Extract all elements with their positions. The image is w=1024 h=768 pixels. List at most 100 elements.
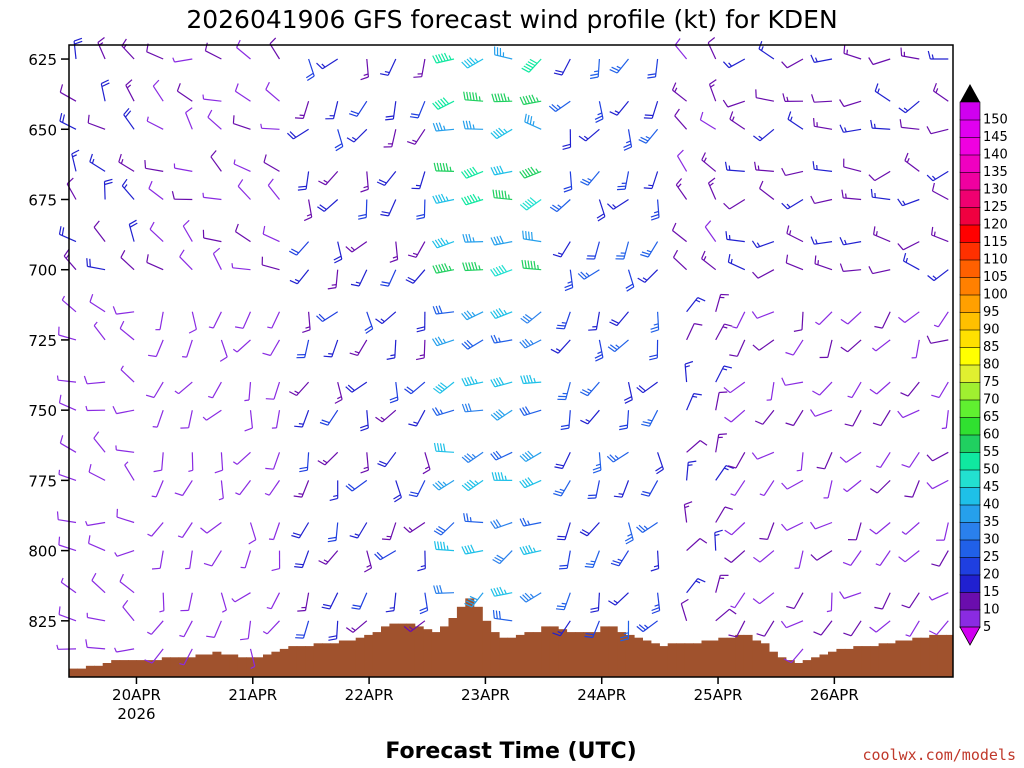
barb-feather xyxy=(490,335,495,344)
wind-barb xyxy=(462,261,484,272)
wind-barb xyxy=(813,620,833,636)
wind-barb xyxy=(643,171,659,190)
barb-feather xyxy=(334,398,343,404)
terrain-bar xyxy=(237,657,247,677)
barb-feather xyxy=(900,47,903,56)
barb-staff xyxy=(851,381,862,398)
barb-feather xyxy=(623,146,632,151)
barb-feather xyxy=(419,607,428,612)
wind-barb xyxy=(145,381,164,399)
barb-feather xyxy=(104,178,113,183)
barb-staff xyxy=(933,90,949,102)
barb-staff xyxy=(262,264,280,271)
wind-barb xyxy=(461,403,484,413)
barb-feather xyxy=(381,538,391,541)
colorbar-swatch xyxy=(959,469,981,488)
barb-feather xyxy=(608,600,616,606)
wind-barb xyxy=(647,58,659,79)
wind-barb xyxy=(686,393,702,411)
barb-feather xyxy=(868,174,876,182)
barb-feather xyxy=(435,264,440,273)
y-tick-label: 650 xyxy=(28,121,57,139)
barb-feather xyxy=(840,318,849,325)
wind-barb xyxy=(403,620,426,633)
wind-barb xyxy=(118,153,135,172)
barb-staff xyxy=(701,159,717,172)
barb-staff xyxy=(494,381,513,388)
barb-feather xyxy=(465,233,469,243)
wind-barb xyxy=(220,592,227,613)
barb-half-feather xyxy=(420,565,426,568)
barb-feather xyxy=(321,419,330,424)
barb-feather xyxy=(379,460,388,465)
barb-feather xyxy=(524,452,532,459)
barb-feather xyxy=(642,421,651,425)
wind-barb xyxy=(686,323,703,341)
wind-barb xyxy=(267,311,281,329)
wind-barb xyxy=(265,452,281,470)
wind-barb xyxy=(360,410,369,432)
wind-barb xyxy=(147,620,164,635)
barb-feather xyxy=(440,193,446,202)
barb-half-feather xyxy=(124,461,129,466)
barb-half-feather xyxy=(535,97,539,102)
barb-half-feather xyxy=(294,390,299,394)
wind-barb xyxy=(159,592,165,613)
wind-barb xyxy=(636,620,658,633)
wind-barb xyxy=(234,223,251,243)
barb-staff xyxy=(683,504,688,523)
wind-barb xyxy=(814,255,833,271)
barb-feather xyxy=(472,166,478,175)
barb-feather xyxy=(584,565,594,568)
barb-half-feather xyxy=(120,365,124,371)
barb-feather xyxy=(121,178,128,187)
wind-barb xyxy=(115,445,135,453)
barb-feather xyxy=(813,118,815,127)
wind-barb xyxy=(898,550,920,563)
wind-barb xyxy=(725,231,745,243)
wind-barb xyxy=(266,592,281,610)
wind-barb xyxy=(58,469,77,481)
barb-feather xyxy=(234,223,239,232)
barb-staff xyxy=(881,592,891,610)
barb-feather xyxy=(294,425,303,428)
barb-staff xyxy=(902,241,920,251)
wind-barb xyxy=(623,381,633,404)
barb-feather xyxy=(234,83,239,92)
barb-feather xyxy=(723,386,731,394)
barb-feather xyxy=(527,198,535,206)
wind-barb xyxy=(380,199,397,217)
wind-barb xyxy=(868,266,891,275)
terrain-bar xyxy=(870,646,880,677)
barb-feather xyxy=(693,393,702,396)
wind-barb xyxy=(461,376,484,387)
wind-barb xyxy=(724,161,745,172)
barb-feather xyxy=(527,61,536,67)
wind-barb xyxy=(345,241,368,253)
barb-feather xyxy=(438,525,446,532)
barb-feather xyxy=(328,638,337,641)
terrain-bar xyxy=(515,634,525,677)
barb-feather xyxy=(725,231,728,240)
barb-feather xyxy=(725,465,734,470)
wind-barb xyxy=(521,259,542,271)
barb-feather xyxy=(464,403,469,412)
wind-barb xyxy=(584,620,600,639)
terrain-bar xyxy=(330,643,340,677)
barb-staff xyxy=(820,620,833,636)
wind-barb xyxy=(904,480,920,498)
barb-feather xyxy=(58,606,61,615)
barb-half-feather xyxy=(232,348,238,353)
wind-barb xyxy=(232,339,251,353)
terrain-bar xyxy=(836,648,846,677)
barb-staff xyxy=(846,479,862,493)
wind-barb xyxy=(812,381,833,396)
barb-staff xyxy=(945,410,949,429)
barb-staff xyxy=(715,465,727,481)
terrain-bar xyxy=(195,654,205,677)
barb-staff xyxy=(736,311,746,329)
barb-feather xyxy=(519,480,526,489)
wind-barb xyxy=(404,381,426,395)
wind-barb xyxy=(262,620,280,635)
barb-feather xyxy=(349,113,358,117)
